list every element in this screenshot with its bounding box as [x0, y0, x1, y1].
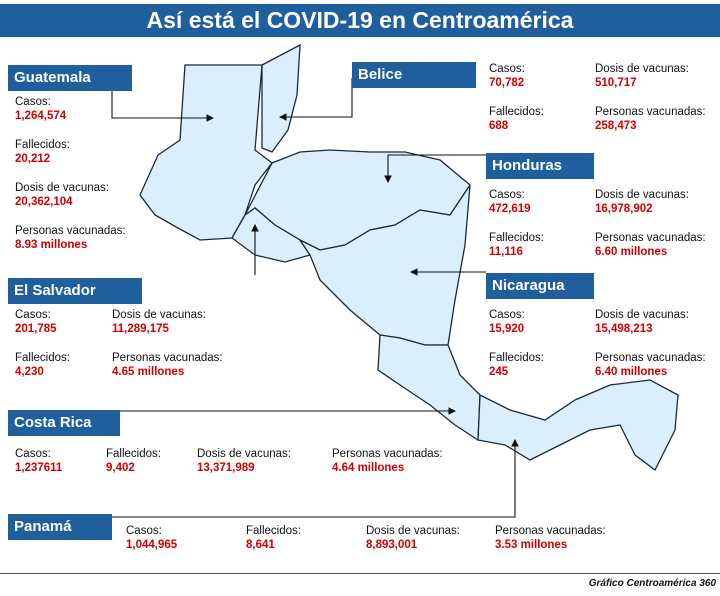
honduras-fallecidos: Fallecidos: 11,116	[489, 232, 544, 258]
panama-fallecidos: Fallecidos: 8,641	[246, 525, 301, 551]
guatemala-shape	[139, 64, 273, 241]
belice-leader	[278, 78, 353, 121]
guatemala-casos: Casos: 1,264,574	[15, 96, 67, 122]
nicaragua-dosis: Dosis de vacunas: 15,498,213	[595, 309, 689, 335]
el-salvador-banner: El Salvador	[8, 278, 142, 304]
el-salvador-fallecidos: Fallecidos: 4,230	[15, 352, 70, 378]
credit-line: Gráfico Centroamérica 360	[588, 578, 716, 589]
el-salvador-dosis: Dosis de vacunas: 11,289,175	[112, 309, 206, 335]
panama-banner: Panamá	[8, 514, 112, 540]
belice-banner: Belice	[352, 62, 476, 88]
honduras-personas: Personas vacunadas: 6.60 millones	[595, 232, 706, 258]
panama-dosis: Dosis de vacunas: 8,893,001	[366, 525, 460, 551]
el-salvador-personas: Personas vacunadas: 4.65 millones	[112, 352, 223, 378]
honduras-dosis: Dosis de vacunas: 16,978,902	[595, 189, 689, 215]
honduras-leader	[384, 154, 486, 184]
belice-personas: Personas vacunadas: 258,473	[595, 106, 706, 132]
guatemala-dosis: Dosis de vacunas: 20,362,104	[15, 182, 109, 208]
belice-fallecidos: Fallecidos: 688	[489, 106, 544, 132]
panama-personas: Personas vacunadas: 3.53 millones	[495, 525, 606, 551]
belice-casos: Casos: 70,782	[489, 63, 525, 89]
panama-shape	[477, 379, 679, 471]
costa-rica-fallecidos: Fallecidos: 9,402	[106, 448, 161, 474]
honduras-banner: Honduras	[486, 153, 594, 179]
panama-leader	[111, 438, 519, 518]
footer-divider	[0, 573, 720, 574]
honduras-casos: Casos: 472,619	[489, 189, 531, 215]
costa-rica-banner: Costa Rica	[8, 410, 120, 436]
nicaragua-banner: Nicaragua	[486, 273, 594, 299]
nicaragua-fallecidos: Fallecidos: 245	[489, 352, 544, 378]
costa-rica-dosis: Dosis de vacunas: 13,371,989	[197, 448, 291, 474]
panama-casos: Casos: 1,044,965	[126, 525, 178, 551]
nicaragua-personas: Personas vacunadas: 6.40 millones	[595, 352, 706, 378]
costa-rica-personas: Personas vacunadas: 4.64 millones	[332, 448, 443, 474]
guatemala-leader	[111, 78, 215, 122]
belize-shape	[261, 43, 301, 153]
el-salvador-casos: Casos: 201,785	[15, 309, 57, 335]
guatemala-fallecidos: Fallecidos: 20,212	[15, 139, 70, 165]
guatemala-banner: Guatemala	[8, 65, 132, 91]
costa-rica-casos: Casos: 1,237611	[15, 448, 63, 474]
page-title: Así está el COVID-19 en Centroamérica	[0, 4, 720, 37]
nicaragua-casos: Casos: 15,920	[489, 309, 525, 335]
costa-rica-shape	[377, 334, 481, 442]
guatemala-personas: Personas vacunadas: 8.93 millones	[15, 225, 126, 251]
belice-dosis: Dosis de vacunas: 510,717	[595, 63, 689, 89]
